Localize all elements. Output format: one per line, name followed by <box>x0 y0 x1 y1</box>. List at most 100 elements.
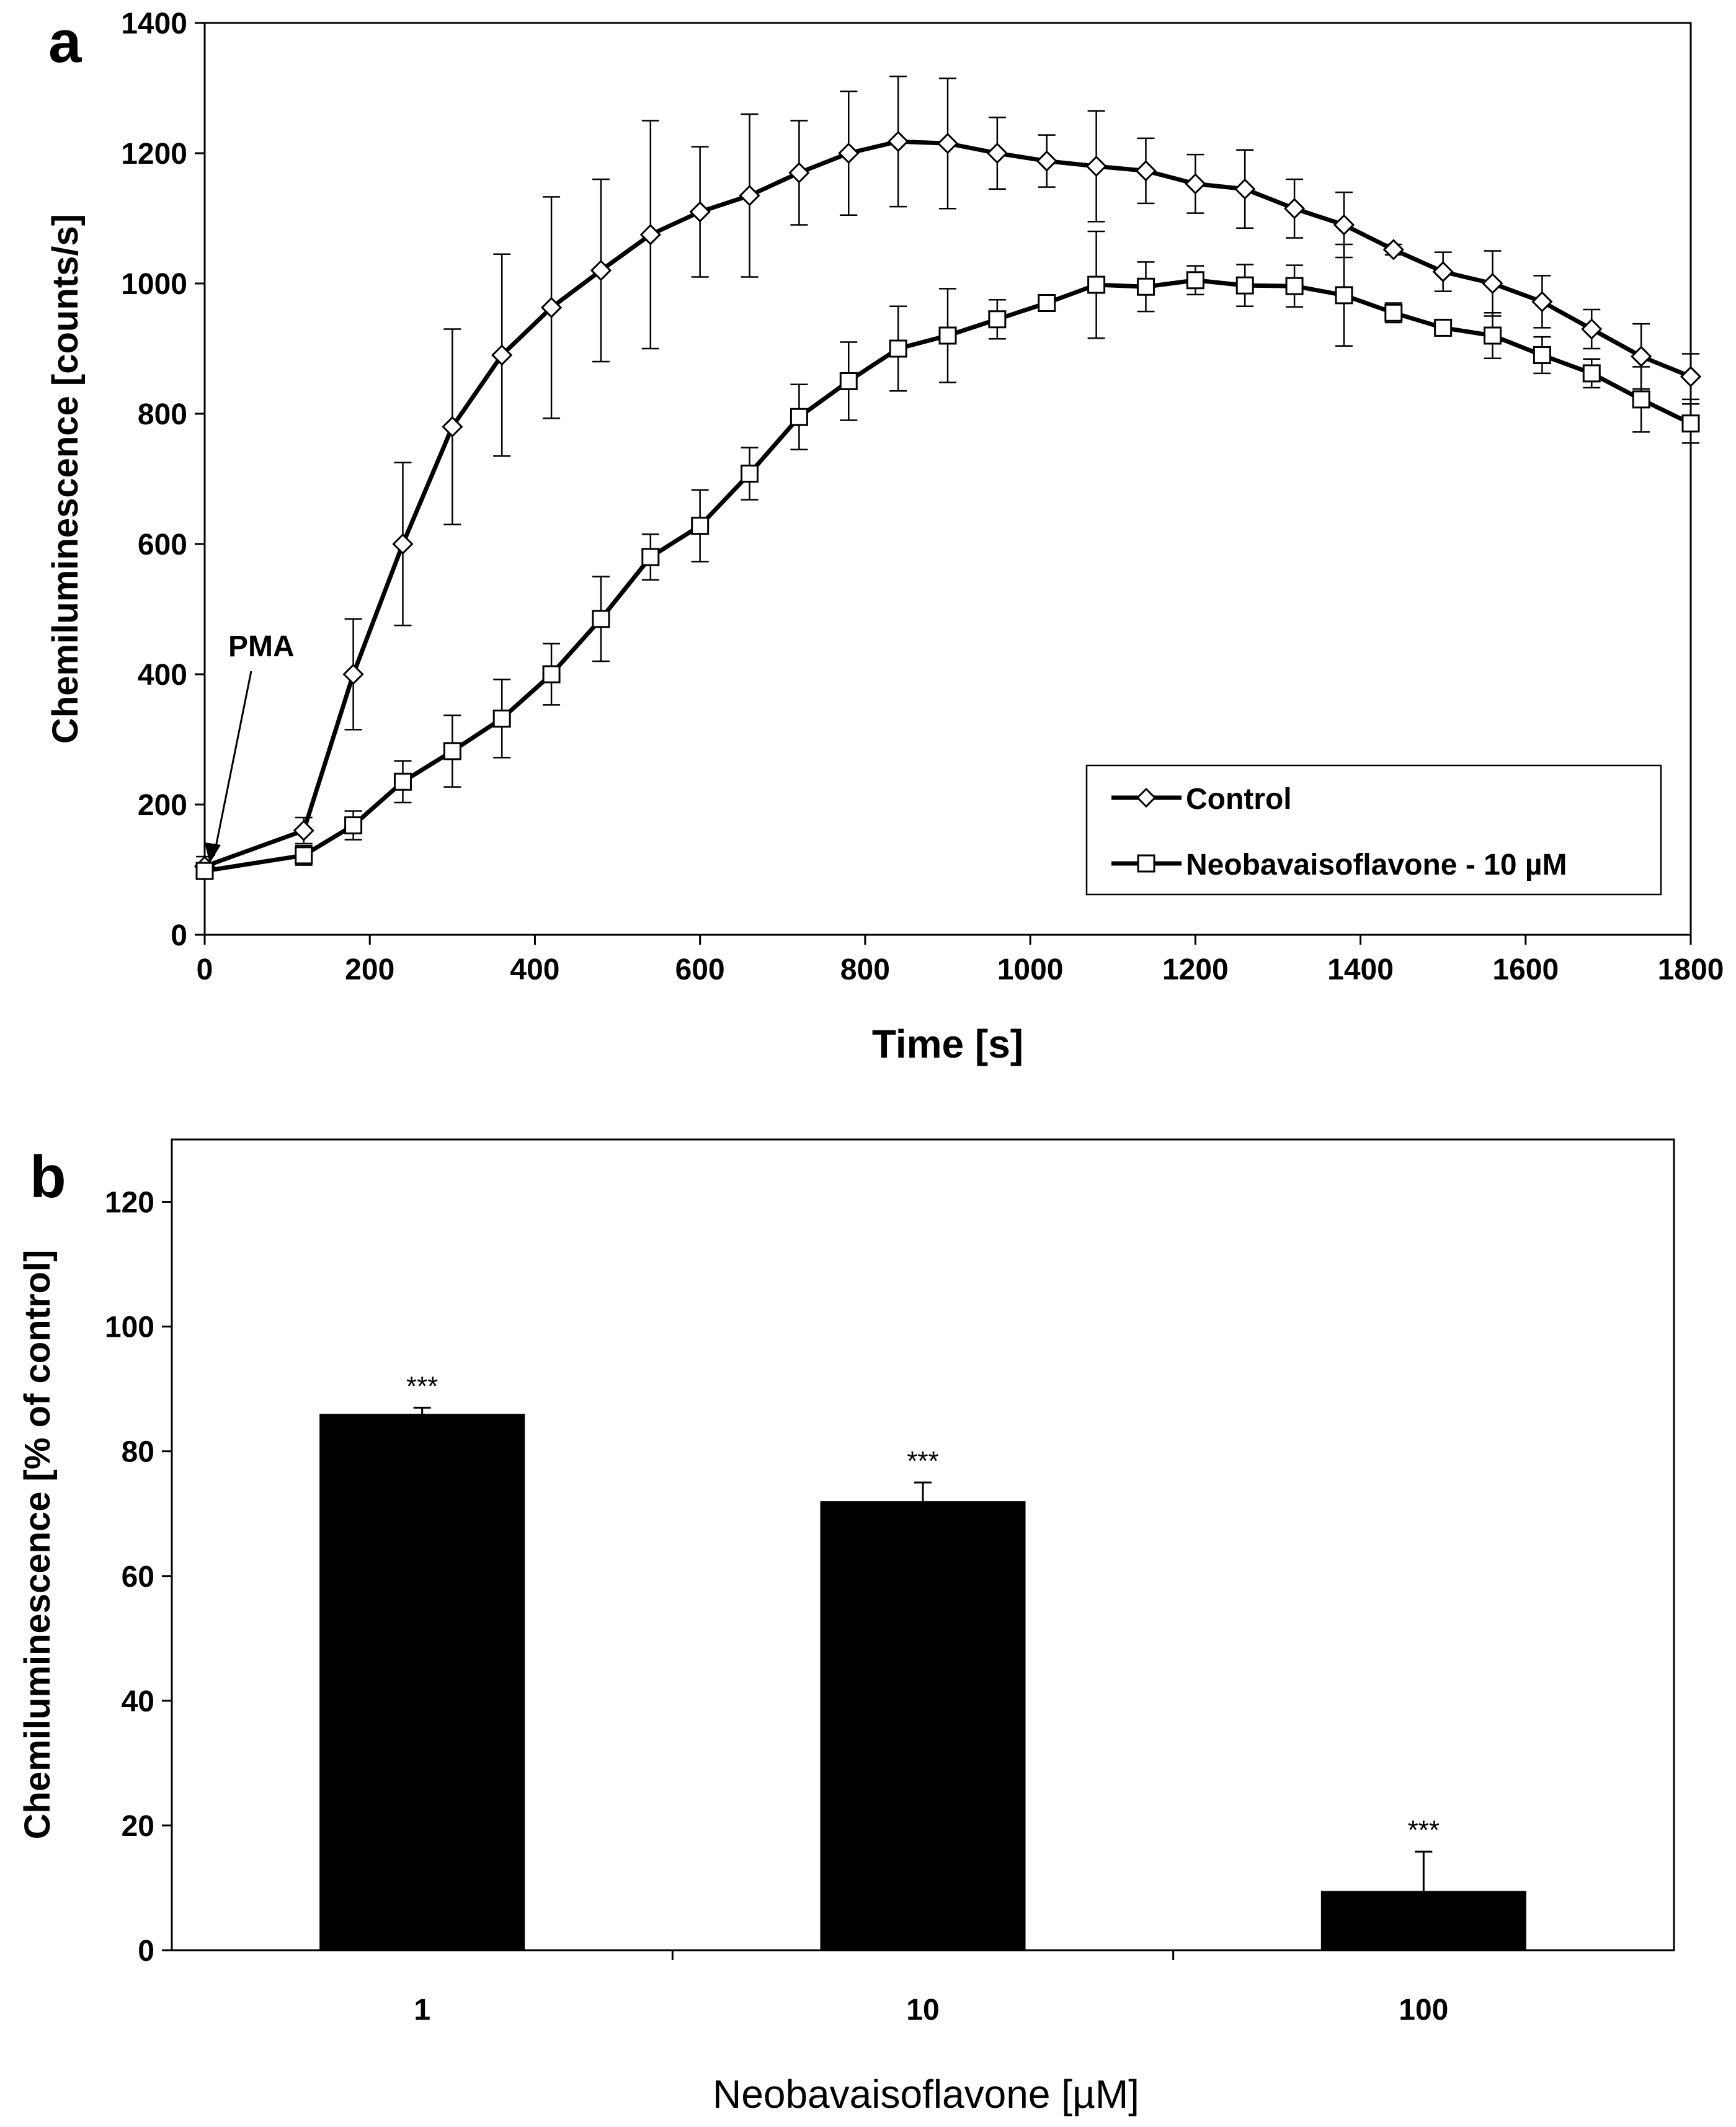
bar <box>820 1501 1026 1950</box>
control-data-point <box>342 663 364 685</box>
chart-b-y-axis-label: Chemiluminescence [% of control] <box>17 1250 58 1840</box>
panel-b-letter: b <box>30 1144 66 1210</box>
x-tick-label: 400 <box>510 953 559 986</box>
neobavaisoflavone-data-point <box>1434 318 1453 337</box>
control-data-point <box>838 142 860 164</box>
neobavaisoflavone-data-point <box>344 816 363 835</box>
y-tick-label: 60 <box>122 1561 154 1594</box>
chart-a-y-axis: 0 200 400 600 800 1000 1200 1400 <box>121 7 205 952</box>
control-data-point <box>1333 214 1355 236</box>
control-data-point <box>788 162 810 184</box>
neobavaisoflavone-data-point <box>1384 303 1403 322</box>
x-tick-label: 1400 <box>1327 953 1394 986</box>
y-tick-label: 80 <box>122 1436 154 1469</box>
control-data-point <box>639 224 661 246</box>
chart-b-x-axis-label: Neobavaisoflavone [µM] <box>713 2072 1139 2116</box>
y-tick-label: 400 <box>138 659 187 692</box>
control-data-point <box>689 201 711 223</box>
control-data-point <box>1581 318 1603 340</box>
y-tick-label: 120 <box>105 1187 154 1220</box>
control-data-point <box>540 297 563 318</box>
control-data-point <box>1283 198 1306 220</box>
x-tick-label: 200 <box>345 953 394 986</box>
control-data-point <box>937 133 959 154</box>
neobavaisoflavone-data-point <box>195 862 214 880</box>
y-tick-label: 0 <box>171 919 187 952</box>
chart-a-markers <box>194 130 1702 880</box>
control-data-point <box>1185 173 1206 195</box>
y-tick-label: 600 <box>138 528 187 561</box>
neobavaisoflavone-data-point <box>1038 294 1056 312</box>
neobavaisoflavone-data-point <box>1582 364 1601 383</box>
y-tick-label: 20 <box>122 1810 154 1843</box>
control-data-point <box>986 142 1008 164</box>
neobavaisoflavone-data-point <box>492 709 511 728</box>
control-data-point <box>1382 239 1404 261</box>
pma-annotation-arrow <box>213 671 252 857</box>
significance-label: *** <box>406 1371 438 1401</box>
control-data-point <box>1531 291 1553 313</box>
neobavaisoflavone-data-point <box>1136 277 1155 296</box>
neobavaisoflavone-data-point <box>1335 286 1353 305</box>
panel-a-letter: a <box>48 9 82 75</box>
neobavaisoflavone-data-point <box>641 548 660 566</box>
neobavaisoflavone-data-point <box>1235 276 1254 295</box>
control-data-point <box>1234 178 1256 200</box>
neobavaisoflavone-data-point <box>542 665 561 684</box>
neobavaisoflavone-data-point <box>1186 271 1204 290</box>
control-data-point <box>392 533 414 555</box>
legend-control-label: Control <box>1186 783 1292 816</box>
significance-label: *** <box>907 1446 938 1476</box>
control-data-point <box>1432 261 1454 283</box>
neobavaisoflavone-data-point <box>889 339 907 358</box>
legend-frame <box>1085 764 1662 896</box>
neobavaisoflavone-data-point <box>1087 275 1106 294</box>
y-tick-label: 1000 <box>121 268 187 301</box>
pma-arrow-head <box>205 842 221 863</box>
neobavaisoflavone-data-point <box>691 517 710 535</box>
neobavaisoflavone-data-point <box>1484 326 1502 345</box>
neobavaisoflavone-data-point <box>592 610 610 628</box>
x-tick-label: 10 <box>906 1994 939 2027</box>
x-tick-label: 800 <box>840 953 890 986</box>
chart-a-x-axis-label: Time [s] <box>872 1022 1023 1066</box>
bar <box>319 1414 525 1950</box>
legend-neobava-label: Neobavaisoflavone - 10 µM <box>1186 849 1567 881</box>
neobavaisoflavone-data-point <box>938 326 957 345</box>
chart-a: 0 200 400 600 800 1000 1200 1400 0 200 400 600 800 1… <box>45 7 1724 1066</box>
neobavaisoflavone-data-point <box>1681 414 1700 433</box>
x-tick-label: 1 <box>414 1994 430 2027</box>
x-tick-label: 1800 <box>1658 953 1724 986</box>
chart-a-x-axis: 0 200 400 600 800 1000 1200 1400 1600 1800 <box>197 935 1724 986</box>
chart-a-plot-frame <box>203 22 1692 936</box>
y-tick-label: 1200 <box>121 138 187 171</box>
y-tick-label: 200 <box>138 789 187 822</box>
legend-neobava-marker <box>1137 854 1155 873</box>
chart-b-y-axis: 0 20 40 60 80 100 120 <box>105 1187 172 1968</box>
control-data-point <box>590 259 612 282</box>
control-data-point <box>293 819 314 842</box>
neobavaisoflavone-data-point <box>443 742 461 760</box>
bar <box>1320 1891 1526 1950</box>
x-tick-label: 600 <box>675 953 725 986</box>
control-data-point <box>1680 366 1702 388</box>
chart-a-legend: Control Neobavaisoflavone - 10 µM <box>1085 764 1662 896</box>
neobavaisoflavone-data-point <box>988 310 1007 329</box>
y-tick-label: 100 <box>105 1311 154 1344</box>
chart-b-x-axis: 1 10 100 <box>414 1950 1448 2027</box>
x-tick-label: 1000 <box>997 953 1064 986</box>
y-tick-label: 1400 <box>121 7 187 40</box>
chart-b-bars: *** *** *** <box>319 1371 1526 1950</box>
neobavaisoflavone-data-point <box>1632 390 1650 409</box>
neobavaisoflavone-data-point <box>393 772 412 791</box>
y-tick-label: 40 <box>122 1685 154 1718</box>
y-tick-label: 0 <box>138 1935 154 1968</box>
control-data-point <box>1631 346 1652 367</box>
neobavaisoflavone-data-point <box>790 408 808 426</box>
significance-label: *** <box>1408 1815 1440 1845</box>
x-tick-label: 1600 <box>1492 953 1559 986</box>
neobavaisoflavone-data-point <box>839 372 858 390</box>
legend-control-marker <box>1136 787 1157 808</box>
